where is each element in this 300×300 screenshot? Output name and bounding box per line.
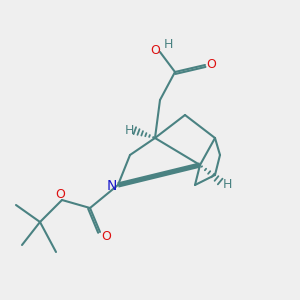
Text: O: O [206, 58, 216, 71]
Text: O: O [101, 230, 111, 242]
Text: O: O [150, 44, 160, 58]
Text: H: H [124, 124, 134, 137]
Text: H: H [222, 178, 232, 191]
Text: N: N [107, 179, 117, 193]
Text: O: O [55, 188, 65, 202]
Text: H: H [163, 38, 173, 50]
